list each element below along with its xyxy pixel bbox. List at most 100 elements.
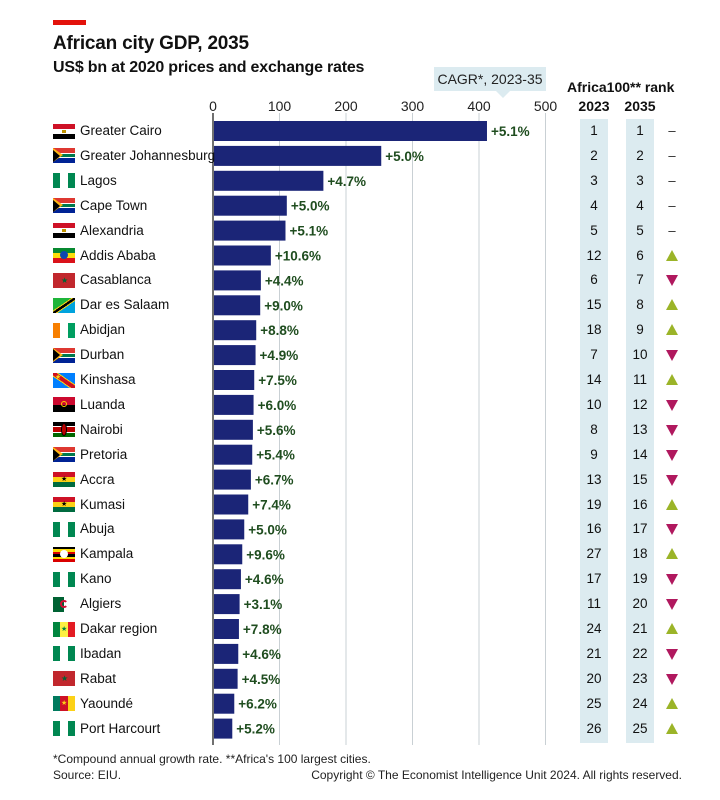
up-triangle-shape [666,697,678,709]
rank-2023-value: 17 [586,571,602,587]
rank-up-triangle-icon [665,320,679,340]
down-triangle-shape [666,673,678,685]
rank-2035-value: 7 [636,272,644,288]
egypt-flag-icon [53,123,75,139]
growth-label: +5.0% [248,522,287,537]
down-triangle-shape [666,350,678,362]
rank-up-triangle-icon [665,719,679,739]
dash-glyph: – [668,222,676,238]
rank-2023-value: 24 [586,621,602,636]
rank-2035-value: 9 [636,322,644,338]
rank-2035-value: 2 [636,147,644,163]
cagr-callout: CAGR*, 2023-35 [434,67,546,91]
rank-2023-value: 21 [586,645,602,661]
rank-down-triangle-icon [665,395,679,415]
up-triangle-shape [666,324,678,336]
egypt-flag-icon [53,223,75,239]
rank-2023-value: 9 [590,446,598,462]
bar [214,594,240,615]
rank-unchanged-dash-icon: – [665,196,679,216]
city-label: Lagos [80,172,117,188]
rank-2035-value: 4 [636,197,644,213]
bar [214,145,382,166]
growth-label: +3.1% [244,597,283,612]
growth-label: +7.4% [252,498,291,513]
growth-label: +5.0% [385,149,424,164]
x-tick-label: 100 [268,98,292,114]
down-triangle-shape [666,574,678,586]
city-label: Ibadan [80,645,122,661]
ivory-coast-flag-icon [53,322,75,338]
rank-2035-value: 16 [632,496,648,512]
down-triangle-shape [666,524,678,536]
growth-label: +5.0% [291,199,330,214]
rank-up-triangle-icon [665,544,679,564]
growth-label: +5.1% [289,224,328,239]
bar [214,569,241,590]
growth-label: +9.0% [264,298,303,313]
rank-2023-value: 11 [586,596,601,612]
rank-up-triangle-icon [665,495,679,515]
growth-label: +5.6% [257,423,296,438]
rank-down-triangle-icon [665,669,679,689]
nigeria-flag-icon [53,571,75,587]
chart-title: African city GDP, 2035 [53,33,249,54]
x-tick-label: 500 [534,98,558,114]
city-label: Port Harcourt [80,720,161,736]
down-triangle-shape [666,399,678,411]
rank-up-triangle-icon [665,370,679,390]
rank-down-triangle-icon [665,519,679,539]
growth-label: +4.5% [242,672,281,687]
city-label: Accra [80,471,115,487]
bar [214,519,245,540]
rank-2035-value: 17 [632,521,648,537]
rank-down-triangle-icon [665,420,679,440]
bar [214,544,243,565]
down-triangle-shape [666,474,678,486]
rank-2035-value: 1 [636,123,644,138]
bar [214,718,233,739]
rank-2023-value: 1 [590,123,598,138]
dash-glyph: – [668,147,676,163]
growth-label: +10.6% [275,249,321,264]
ethiopia-flag-icon [53,248,75,263]
rank-2023-value: 26 [586,720,602,736]
rank-up-triangle-icon [665,295,679,315]
rank-2023-value: 6 [590,272,598,288]
city-label: Kumasi [80,496,126,512]
growth-label: +8.8% [260,323,299,338]
x-tick-label: 300 [401,98,425,114]
rank-2035-value: 22 [632,645,648,661]
rank-2023-value: 3 [590,172,598,188]
brand-accent-bar [53,20,86,25]
city-label: Abidjan [80,322,126,338]
city-label: Greater Johannesburg [80,147,216,163]
rank-2023-value: 16 [586,521,602,537]
city-label: Rabat [80,670,117,686]
growth-label: +9.6% [246,547,285,562]
city-label: Kinshasa [80,372,136,387]
rank-2023-value: 10 [586,396,602,412]
rank-2035-value: 25 [632,720,648,736]
city-label: Kampala [80,546,134,562]
rank-2035-value: 10 [632,347,648,363]
rank-2023-value: 7 [590,347,598,363]
rank-up-triangle-icon [665,246,679,266]
rank-2023-value: 20 [586,670,602,686]
rank-up-triangle-icon [665,619,679,639]
bar [214,270,261,291]
rank-down-triangle-icon [665,470,679,490]
dash-glyph: – [668,197,676,213]
down-triangle-shape [666,648,678,660]
rank-unchanged-dash-icon: – [665,221,679,241]
up-triangle-shape [666,374,678,385]
bar [214,345,256,366]
chart-subtitle: US$ bn at 2020 prices and exchange rates [53,59,365,76]
nigeria-flag-icon [53,521,75,537]
morocco-flag-icon: ★ [53,272,75,288]
rank-down-triangle-icon [665,345,679,365]
rank-2035-value: 12 [632,396,648,412]
growth-label: +4.9% [260,348,299,363]
angola-flag-icon [53,397,75,413]
